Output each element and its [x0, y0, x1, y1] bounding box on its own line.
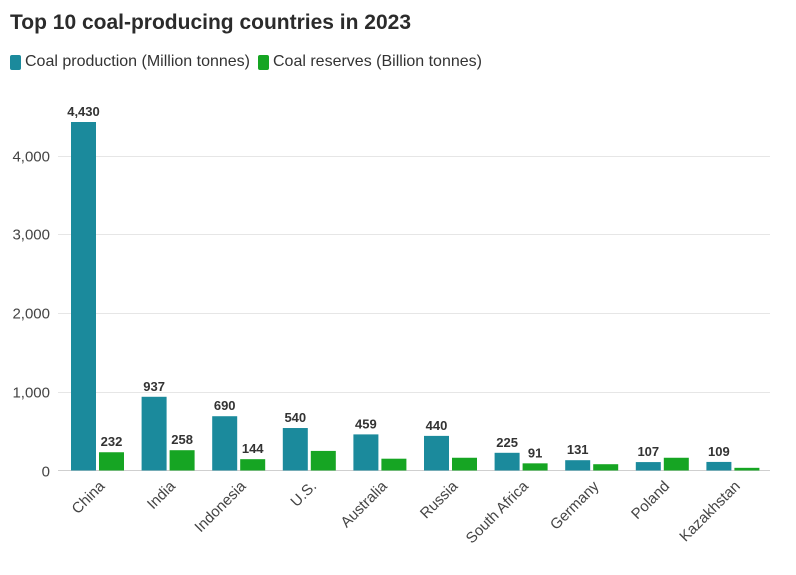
bar-reserves[interactable] — [663, 457, 689, 471]
legend-item-reserves[interactable]: Coal reserves (Billion tonnes) — [258, 53, 482, 71]
x-tick-label: Australia — [337, 477, 391, 531]
x-tick-label: India — [144, 477, 179, 512]
data-label-production: 459 — [355, 416, 377, 431]
bar-reserves[interactable] — [593, 464, 619, 471]
y-tick-label: 4,000 — [12, 149, 50, 166]
data-label-production: 225 — [496, 435, 518, 450]
data-label-production: 131 — [567, 442, 589, 457]
data-label-production: 690 — [214, 398, 236, 413]
bar-reserves[interactable] — [452, 457, 477, 471]
bar-production[interactable] — [71, 122, 96, 471]
bar-reserves[interactable] — [734, 467, 760, 471]
legend-swatch-reserves — [258, 54, 269, 70]
x-tick-label: Germany — [547, 477, 603, 533]
bar-reserves[interactable] — [522, 463, 548, 471]
legend-item-production[interactable]: Coal production (Million tonnes) — [10, 53, 250, 71]
legend: Coal production (Million tonnes) Coal re… — [10, 53, 490, 71]
legend-label-production: Coal production (Million tonnes) — [25, 53, 250, 70]
bar-reserves[interactable] — [99, 452, 124, 471]
bar-production[interactable] — [353, 434, 379, 471]
bar-reserves[interactable] — [169, 450, 195, 471]
data-label-production: 109 — [708, 444, 730, 459]
chart-title: Top 10 coal-producing countries in 2023 — [10, 11, 412, 34]
x-tick-label: South Africa — [463, 477, 533, 547]
y-tick-label: 3,000 — [12, 227, 50, 244]
bar-reserves[interactable] — [240, 459, 266, 471]
x-tick-label: Kazakhstan — [676, 478, 743, 545]
bar-production[interactable] — [635, 462, 661, 471]
data-label-production: 937 — [143, 379, 165, 394]
legend-label-reserves: Coal reserves (Billion tonnes) — [273, 53, 482, 70]
y-tick-label: 0 — [42, 464, 50, 481]
data-label-reserves: 232 — [101, 434, 123, 449]
bar-production[interactable] — [706, 461, 732, 471]
data-label-reserves: 258 — [171, 432, 193, 447]
bar-production[interactable] — [494, 452, 520, 471]
bar-reserves[interactable] — [381, 458, 407, 471]
data-label-production: 540 — [284, 410, 306, 425]
bar-production[interactable] — [141, 396, 167, 471]
x-tick-label: U.S. — [287, 478, 320, 511]
data-label-reserves: 91 — [528, 445, 542, 460]
bar-production[interactable] — [282, 428, 308, 471]
data-label-reserves: 144 — [242, 441, 264, 456]
bar-reserves[interactable] — [310, 450, 336, 471]
y-tick-label: 2,000 — [12, 306, 50, 323]
data-label-production: 107 — [637, 444, 659, 459]
bar-production[interactable] — [565, 460, 591, 471]
data-label-production: 4,430 — [67, 104, 100, 119]
x-tick-label: China — [69, 477, 109, 517]
y-tick-label: 1,000 — [12, 385, 50, 402]
x-tick-label: Poland — [628, 478, 673, 523]
bar-production[interactable] — [424, 435, 449, 471]
legend-swatch-production — [10, 54, 21, 70]
x-tick-label: Russia — [417, 477, 462, 522]
data-label-production: 440 — [426, 418, 448, 433]
x-tick-label: Indonesia — [192, 477, 250, 535]
bar-production[interactable] — [212, 416, 238, 471]
